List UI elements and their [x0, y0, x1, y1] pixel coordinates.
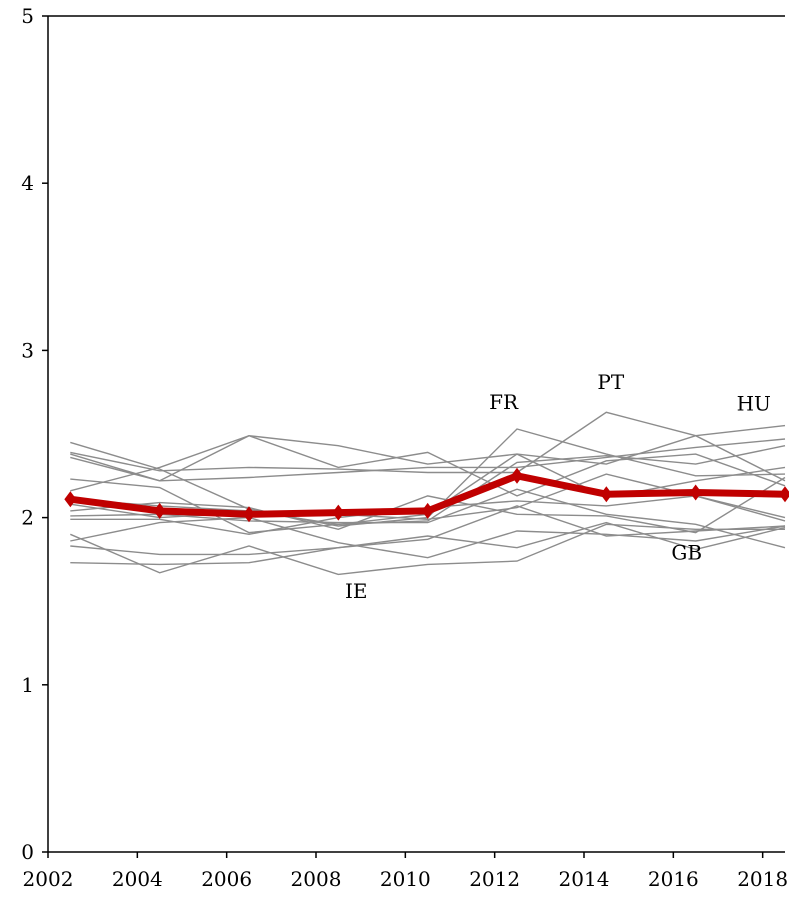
- highlight-diamond-marker: [153, 502, 166, 519]
- highlight-diamond-marker: [779, 486, 789, 503]
- x-tick-label: 2004: [112, 867, 163, 891]
- x-tick-label: 2010: [380, 867, 431, 891]
- highlight-diamond-marker: [243, 506, 255, 523]
- x-tick-label: 2006: [201, 867, 252, 891]
- background-series-line-3: [70, 424, 786, 482]
- highlight-diamond-marker: [689, 484, 702, 501]
- annotation-label: GB: [671, 540, 702, 564]
- y-tick-label: 1: [21, 673, 34, 697]
- background-series-line-6: [70, 434, 786, 497]
- x-tick-label: 2008: [291, 867, 342, 891]
- annotation-label: IE: [345, 579, 368, 603]
- background-series-line-13: [70, 516, 786, 559]
- annotation-label: HU: [737, 392, 771, 416]
- background-series-line-2: [70, 411, 786, 482]
- x-tick-label: 2012: [469, 867, 520, 891]
- highlight-diamond-marker: [511, 467, 523, 484]
- highlight-diamond-marker: [600, 486, 613, 503]
- y-tick-label: 0: [21, 840, 34, 864]
- highlight-series-group: [64, 467, 789, 523]
- background-series-line-15: [70, 505, 786, 566]
- y-tick-label: 3: [21, 338, 34, 362]
- highlight-diamond-marker: [421, 502, 434, 519]
- annotation-label: PT: [597, 370, 624, 394]
- annotations-group: FR PT HU GB IE: [345, 370, 771, 603]
- highlight-diamond-marker: [64, 491, 77, 508]
- highlight-diamond-marker: [332, 504, 345, 521]
- x-tick-label: 2018: [737, 867, 788, 891]
- y-tick-label: 2: [21, 506, 34, 530]
- x-tick-label: 2014: [559, 867, 610, 891]
- x-tick-label: 2002: [23, 867, 74, 891]
- x-tick-label: 2016: [648, 867, 699, 891]
- y-tick-label: 4: [21, 171, 34, 195]
- background-series-line-5: [70, 445, 786, 534]
- y-tick-label: 5: [21, 4, 34, 28]
- annotation-label: FR: [489, 390, 519, 414]
- axes: 0 1 2 3 4 5 2002 2004 2006 2008 2010 2012 2014 2016 20…: [21, 4, 788, 891]
- background-series-line-14: [70, 521, 786, 556]
- background-series-line-10: [70, 488, 786, 549]
- background-series-line-4: [70, 438, 786, 482]
